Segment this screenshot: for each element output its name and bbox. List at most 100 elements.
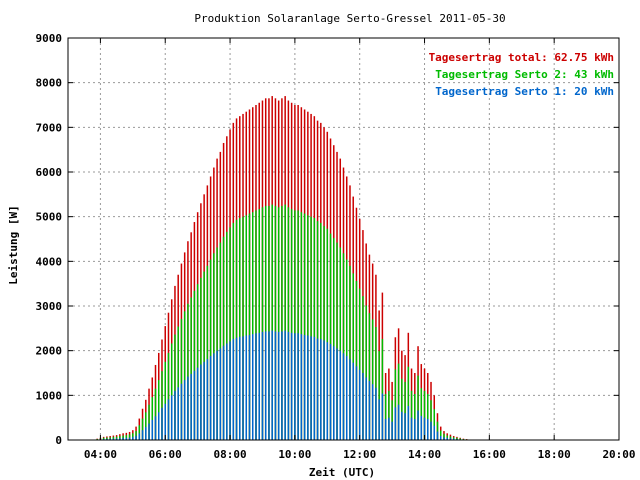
- bar: [404, 381, 406, 440]
- bar: [427, 393, 429, 440]
- x-tick-label: 20:00: [602, 448, 635, 461]
- bar: [167, 399, 170, 440]
- bar: [388, 390, 390, 440]
- bar: [394, 407, 397, 440]
- bar: [381, 339, 384, 440]
- bar: [423, 390, 426, 440]
- bar: [333, 346, 335, 440]
- bar: [329, 343, 332, 440]
- bar: [183, 380, 186, 440]
- bars: [96, 96, 471, 441]
- bar: [433, 409, 435, 440]
- bar: [258, 209, 260, 440]
- bar: [401, 411, 403, 440]
- bar: [294, 333, 296, 440]
- bar: [365, 305, 367, 440]
- bar: [138, 425, 141, 440]
- bar: [355, 366, 358, 440]
- bar: [365, 377, 367, 440]
- bar: [242, 216, 244, 440]
- bar: [284, 330, 286, 440]
- bar: [219, 348, 222, 440]
- bar: [310, 336, 312, 440]
- bar: [248, 335, 251, 440]
- bar: [281, 331, 283, 440]
- bar: [164, 361, 166, 440]
- y-tick-label: 5000: [36, 211, 63, 224]
- bar: [261, 207, 264, 440]
- bar: [239, 336, 241, 440]
- bar: [151, 419, 154, 440]
- legend: Tagesertrag total: 62.75 kWh Tagesertrag …: [429, 51, 614, 98]
- bar: [261, 331, 264, 440]
- bar: [391, 421, 393, 440]
- bar: [187, 303, 189, 440]
- bar: [336, 242, 338, 440]
- bar: [154, 416, 157, 440]
- bar: [443, 433, 445, 440]
- bar: [235, 219, 238, 440]
- bar: [141, 430, 144, 440]
- bar: [320, 222, 322, 440]
- bar: [430, 421, 432, 440]
- bar: [300, 334, 303, 440]
- bar: [203, 271, 205, 440]
- bar: [368, 313, 371, 440]
- bar: [245, 215, 248, 440]
- bar: [145, 412, 147, 440]
- bar: [384, 393, 387, 440]
- x-tick-label: 18:00: [538, 448, 571, 461]
- legend-entry: Tagesertrag Serto 1: 20 kWh: [435, 85, 614, 98]
- bar: [161, 371, 163, 440]
- bar: [430, 400, 432, 440]
- bar: [417, 410, 419, 440]
- bar: [401, 378, 403, 440]
- bar: [326, 342, 329, 440]
- bar: [216, 247, 218, 440]
- bar: [213, 253, 215, 440]
- legend-entry: Tagesertrag Serto 2: 43 kWh: [435, 68, 614, 81]
- bar: [122, 435, 124, 440]
- bar: [313, 336, 316, 440]
- bar: [180, 383, 183, 440]
- bar: [443, 437, 445, 440]
- bar: [268, 331, 270, 440]
- bar: [362, 373, 364, 440]
- bar: [122, 437, 124, 440]
- bar: [342, 353, 345, 440]
- bar: [106, 437, 108, 440]
- bar: [439, 430, 442, 440]
- bar: [245, 335, 248, 440]
- bar: [391, 400, 393, 440]
- bar: [190, 373, 192, 440]
- bar: [264, 331, 267, 440]
- bar: [271, 204, 273, 440]
- bar: [290, 332, 293, 440]
- bar: [158, 412, 160, 440]
- bar: [417, 375, 419, 440]
- bar: [258, 332, 260, 440]
- bar: [388, 417, 390, 440]
- bar: [167, 352, 170, 440]
- bar: [193, 370, 196, 440]
- bar: [297, 333, 299, 440]
- bar: [320, 339, 322, 440]
- bar: [414, 393, 416, 440]
- bar: [174, 390, 176, 440]
- bar: [193, 290, 196, 440]
- bar: [384, 419, 387, 440]
- bar: [161, 407, 163, 440]
- bar: [200, 364, 202, 440]
- bar: [420, 415, 423, 440]
- bar: [177, 326, 179, 440]
- bar: [277, 331, 280, 440]
- bar: [303, 213, 306, 440]
- bar: [459, 438, 461, 440]
- bar: [196, 284, 199, 440]
- x-tick-label: 08:00: [213, 448, 246, 461]
- bar: [148, 404, 150, 440]
- bar: [371, 384, 374, 440]
- bar: [209, 356, 212, 440]
- x-tick-label: 04:00: [84, 448, 117, 461]
